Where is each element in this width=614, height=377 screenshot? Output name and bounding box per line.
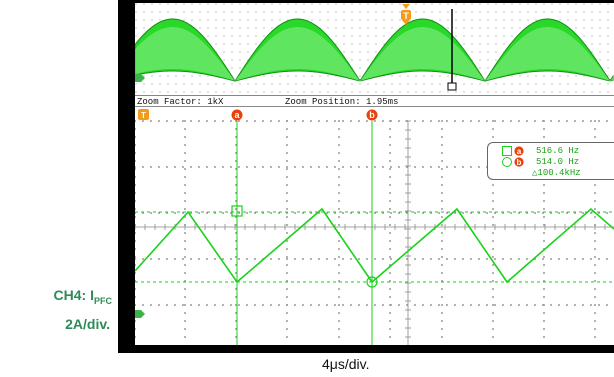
- overview-trigger-marker: T: [399, 4, 413, 26]
- svg-text:a: a: [517, 147, 522, 156]
- zoom-factor-label: Zoom Factor: 1kX: [137, 97, 224, 107]
- channel-scale-label: 2A/div.: [65, 316, 110, 332]
- envelope-plot: [135, 3, 614, 95]
- svg-text:T: T: [141, 111, 146, 120]
- trigger-position-marker: T: [138, 109, 150, 123]
- cursor-b-badge: b: [514, 157, 524, 167]
- cursor-b-point: [366, 276, 378, 288]
- svg-text:b: b: [369, 110, 375, 120]
- cursor-a-marker[interactable]: a: [231, 109, 243, 121]
- svg-text:T: T: [403, 11, 409, 21]
- svg-text:b: b: [517, 158, 522, 167]
- svg-text:a: a: [234, 110, 240, 120]
- cursor-a-point: [231, 205, 243, 217]
- current-trace: [135, 207, 614, 284]
- cursor-a-badge: a: [514, 146, 524, 156]
- graticule: [135, 119, 614, 345]
- overview-ground-marker: [135, 74, 145, 82]
- delta-frequency: △100.4kHz: [532, 168, 581, 178]
- zoom-position-label: Zoom Position: 1.95ms: [285, 97, 399, 107]
- zoom-info-bar: Zoom Factor: 1kX Zoom Position: 1.95ms: [135, 95, 614, 107]
- channel-name-label: CH4: IPFC: [53, 287, 112, 306]
- overview-pane: [135, 3, 614, 95]
- timebase-label: 4μs/div.: [322, 356, 370, 372]
- cursor-readout-box: a 516.6 Hz b 514.0 Hz △100.4kHz: [487, 142, 614, 180]
- cursor-a-readout: a 516.6 Hz: [502, 146, 579, 156]
- cursor-b-frequency: 514.0 Hz: [536, 157, 580, 167]
- cursor-a-frequency: 516.6 Hz: [536, 146, 580, 156]
- zoomed-plot: [135, 119, 614, 345]
- cursor-b-readout: b 514.0 Hz: [502, 157, 579, 167]
- cursor-b-marker[interactable]: b: [366, 109, 378, 121]
- envelope-inner: [135, 27, 613, 81]
- channel-subscript: PFC: [94, 295, 112, 306]
- zoomed-ground-marker: [135, 310, 145, 318]
- zoomed-pane: T a b a 516.6 Hz: [135, 107, 614, 345]
- square-icon: [502, 146, 512, 156]
- zoom-window-bracket: [447, 82, 457, 91]
- oscilloscope-screen: T Zoom Factor: 1kX Zoom Position: 1.95ms: [118, 0, 614, 353]
- circle-icon: [502, 157, 512, 167]
